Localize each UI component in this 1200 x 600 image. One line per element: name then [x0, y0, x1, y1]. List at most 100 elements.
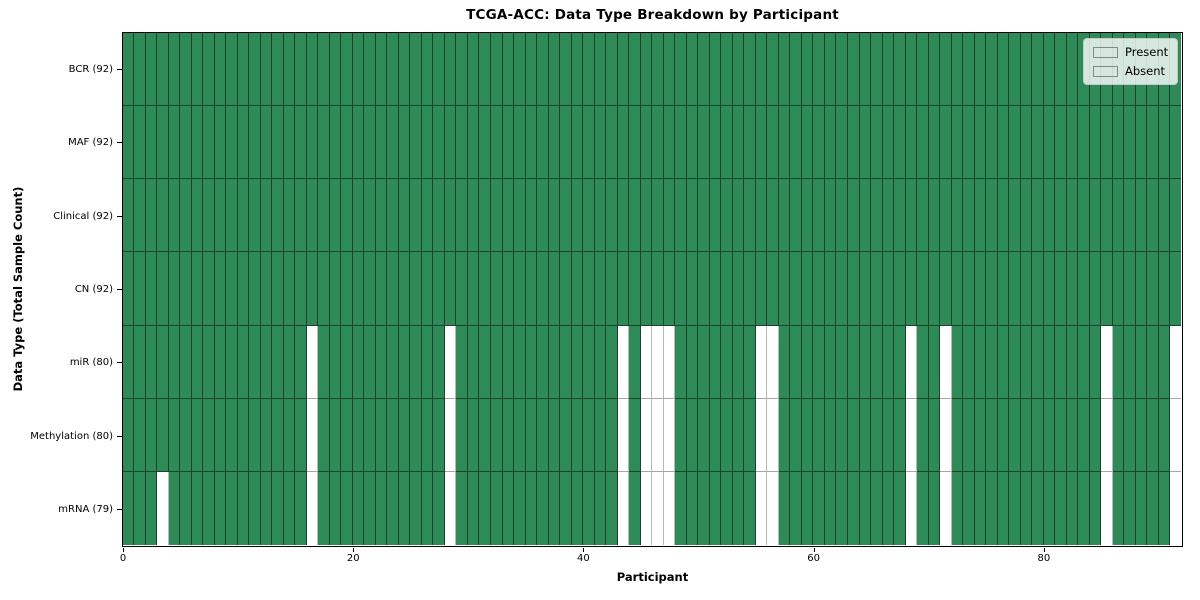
heatmap-cell-present	[640, 105, 653, 180]
heatmap-cell-present	[203, 32, 215, 106]
x-tick-labels: 0 20 40 60 80	[120, 547, 1182, 566]
heatmap-cell-present	[249, 252, 261, 326]
heatmap-cell-present	[974, 105, 987, 180]
heatmap-cell-present	[456, 105, 468, 180]
heatmap-cell-present	[583, 179, 595, 253]
heatmap-cell-present	[249, 179, 261, 253]
heatmap-cell-present	[329, 32, 342, 106]
legend-label-present: Present	[1125, 45, 1169, 59]
heatmap-cell-present	[387, 105, 399, 180]
heatmap-cell-absent	[1101, 472, 1113, 546]
heatmap-cell-present	[272, 105, 284, 180]
heatmap-cell-present	[928, 398, 941, 473]
heatmap-cell-present	[963, 105, 975, 180]
heatmap-cell-present	[214, 32, 227, 106]
heatmap-cell-present	[571, 105, 584, 180]
heatmap-cell-present	[272, 398, 284, 473]
heatmap-cell-present	[421, 105, 434, 180]
row-label-mrna: mRNA (79)	[58, 503, 113, 515]
heatmap-cell-present	[836, 472, 848, 546]
heatmap-cell-present	[145, 32, 158, 106]
heatmap-cell-present	[917, 325, 929, 399]
heatmap-cell-present	[997, 179, 1010, 253]
heatmap-cell-present	[836, 179, 848, 253]
heatmap-cell-present	[191, 472, 204, 546]
heatmap-cell-present	[871, 105, 883, 180]
heatmap-cell-present	[1055, 472, 1067, 546]
heatmap-cell-present	[1020, 325, 1033, 399]
heatmap-cell-present	[226, 252, 238, 326]
heatmap-cell-present	[168, 252, 181, 326]
heatmap-cell-present	[824, 472, 837, 546]
heatmap-cell-present	[951, 252, 964, 326]
heatmap-cell-present	[1101, 252, 1113, 326]
heatmap-cell-absent	[905, 325, 918, 399]
heatmap-cell-present	[974, 252, 987, 326]
heatmap-cell-present	[1066, 252, 1079, 326]
heatmap-cell-present	[410, 252, 422, 326]
heatmap-cell-present	[226, 32, 238, 106]
heatmap-cell-present	[836, 325, 848, 399]
heatmap-cell-absent	[1170, 398, 1181, 473]
heatmap-cell-present	[1043, 105, 1056, 180]
heatmap-cell-present	[606, 105, 618, 180]
absent-swatch-icon	[1093, 65, 1118, 77]
heatmap-cell-present	[778, 472, 791, 546]
heatmap-cell-present	[560, 325, 572, 399]
heatmap-cell-present	[1112, 179, 1125, 253]
heatmap-cell-present	[329, 325, 342, 399]
heatmap-cell-present	[537, 398, 549, 473]
heatmap-cell-present	[1055, 398, 1067, 473]
heatmap-cell-present	[456, 179, 468, 253]
heatmap-cell-present	[606, 179, 618, 253]
heatmap-cell-present	[571, 398, 584, 473]
heatmap-cell-present	[1147, 325, 1159, 399]
heatmap-cell-present	[824, 32, 837, 106]
heatmap-cell-present	[491, 472, 503, 546]
heatmap-cell-present	[387, 472, 399, 546]
heatmap-cell-present	[847, 32, 860, 106]
heatmap-cell-present	[583, 472, 595, 546]
heatmap-cell-present	[283, 252, 296, 326]
y-tick-mark	[116, 289, 122, 290]
heatmap-cell-present	[1089, 105, 1102, 180]
heatmap-cell-present	[122, 32, 135, 106]
y-tick-mark	[116, 215, 122, 217]
x-tick-80: 80	[1037, 552, 1051, 564]
heatmap-cell-present	[617, 179, 630, 253]
heatmap-cell-present	[491, 105, 503, 180]
heatmap-cell-present	[525, 252, 538, 326]
heatmap-cell-present	[1043, 325, 1056, 399]
heatmap-cell-present	[272, 32, 284, 106]
heatmap-cell-present	[652, 105, 664, 180]
heatmap-cell-present	[1032, 179, 1044, 253]
heatmap-cell-present	[744, 252, 756, 326]
heatmap-cell-absent	[652, 472, 664, 546]
heatmap-cell-present	[847, 252, 860, 326]
heatmap-cell-absent	[306, 472, 319, 546]
heatmap-cell-present	[617, 105, 630, 180]
heatmap-cell-present	[813, 252, 825, 326]
heatmap-cell-present	[940, 252, 952, 326]
heatmap-row	[122, 179, 1182, 253]
heatmap-cell-present	[686, 179, 699, 253]
heatmap-cell-present	[709, 325, 722, 399]
heatmap-cell-present	[951, 105, 964, 180]
heatmap-cell-present	[606, 325, 618, 399]
heatmap-cell-present	[974, 472, 987, 546]
heatmap-row	[122, 252, 1182, 326]
heatmap-cell-present	[226, 105, 238, 180]
heatmap-cell-present	[571, 179, 584, 253]
heatmap-cell-present	[341, 105, 353, 180]
heatmap-cell-present	[525, 179, 538, 253]
heatmap-cell-present	[1170, 252, 1181, 326]
y-tick-mark	[116, 69, 122, 71]
heatmap-cell-present	[997, 105, 1010, 180]
heatmap-cell-present	[801, 252, 814, 326]
heatmap-cell-present	[467, 105, 480, 180]
heatmap-cell-present	[859, 32, 872, 106]
heatmap-cell-present	[905, 32, 918, 106]
heatmap-cell-present	[295, 472, 307, 546]
heatmap-cell-present	[491, 179, 503, 253]
heatmap-cell-present	[744, 179, 756, 253]
